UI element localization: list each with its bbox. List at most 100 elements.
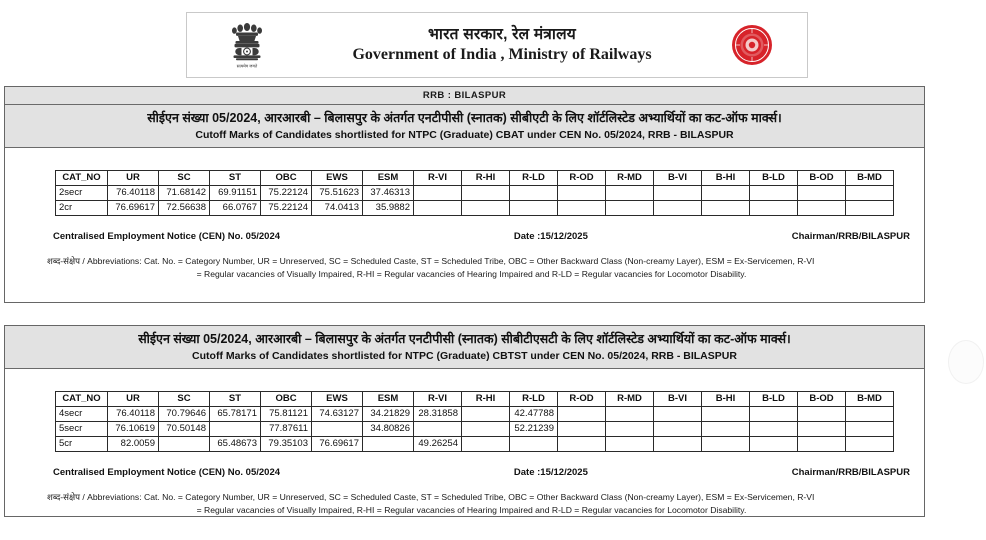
cell-value: 79.35103 (260, 435, 312, 452)
cell-value: 75.22124 (260, 184, 312, 201)
col-header: R-LD (509, 390, 558, 407)
col-header: OBC (260, 169, 312, 186)
col-header: R-VI (413, 390, 462, 407)
cell-value (845, 405, 894, 422)
cell-value (653, 435, 702, 452)
cell-value: 52.21239 (509, 420, 558, 437)
svg-text:सत्यमेव जयते: सत्यमेव जयते (237, 64, 258, 69)
cell-value (653, 184, 702, 201)
cell-value: 35.9882 (362, 199, 414, 216)
section-body-2: CAT_NO UR SC ST OBC EWS ESM R-VI R-HI R-… (5, 390, 924, 518)
cell-value (605, 405, 654, 422)
govt-title-block: भारत सरकार, रेल मंत्रालय Government of I… (307, 25, 697, 65)
rrb-band-1: RRB : BILASPUR (5, 87, 924, 105)
section-footer-1: Centralised Employment Notice (CEN) No. … (5, 231, 924, 242)
cell-value: 70.50148 (158, 420, 210, 437)
cell-value (557, 405, 606, 422)
col-header: UR (107, 169, 159, 186)
col-header: OBC (260, 390, 312, 407)
col-header: R-VI (413, 169, 462, 186)
india-state-emblem-icon: सत्यमेव जयते (232, 23, 262, 69)
col-header: CAT_NO (55, 390, 108, 407)
cell-value (701, 420, 750, 437)
cell-value (461, 199, 510, 216)
cutoff-table-2: CAT_NO UR SC ST OBC EWS ESM R-VI R-HI R-… (55, 390, 894, 452)
col-header: B-HI (701, 169, 750, 186)
section-title-hindi-2: सीईएन संख्या 05/2024, आरआरबी – बिलासपुर … (138, 332, 791, 346)
cen-label: Centralised Employment Notice (CEN) No. … (53, 466, 281, 478)
section-footer-2: Centralised Employment Notice (CEN) No. … (5, 467, 924, 478)
section-body-1: CAT_NO UR SC ST OBC EWS ESM R-VI R-HI R-… (5, 169, 924, 282)
col-header: B-VI (653, 169, 702, 186)
cell-value (605, 435, 654, 452)
table-row: 2secr 76.40118 71.68142 69.91151 75.2212… (55, 184, 894, 201)
table-row: 2cr 76.69617 72.56638 66.0767 75.22124 7… (55, 199, 894, 216)
col-header: EWS (311, 169, 363, 186)
cell-value (797, 184, 846, 201)
table-header-row: CAT_NO UR SC ST OBC EWS ESM R-VI R-HI R-… (55, 390, 894, 407)
cell-value: 70.79646 (158, 405, 210, 422)
cell-value (749, 199, 798, 216)
cell-catno: 5cr (55, 435, 108, 452)
col-header: B-VI (653, 390, 702, 407)
table-row: 5secr 76.10619 70.50148 77.87611 34.8082… (55, 420, 894, 437)
cell-value: 74.0413 (311, 199, 363, 216)
section-title-hindi-1: सीईएन संख्या 05/2024, आरआरबी – बिलासपुर … (147, 111, 782, 125)
cell-value (701, 199, 750, 216)
cell-value: 76.10619 (107, 420, 159, 437)
cell-value (158, 435, 210, 452)
cell-value (653, 420, 702, 437)
cell-value: 49.26254 (413, 435, 462, 452)
cell-value (461, 420, 510, 437)
cell-value: 28.31858 (413, 405, 462, 422)
govt-title-hindi: भारत सरकार, रेल मंत्रालय (428, 25, 576, 43)
cell-value: 75.51623 (311, 184, 363, 201)
col-header: R-OD (557, 390, 606, 407)
cell-catno: 2secr (55, 184, 108, 201)
cell-value: 76.69617 (107, 199, 159, 216)
section-title-band-1: सीईएन संख्या 05/2024, आरआरबी – बिलासपुर … (5, 105, 924, 148)
cell-value: 76.69617 (311, 435, 363, 452)
col-header: B-HI (701, 390, 750, 407)
col-header: R-LD (509, 169, 558, 186)
cell-value (557, 435, 606, 452)
table-header-row: CAT_NO UR SC ST OBC EWS ESM R-VI R-HI R-… (55, 169, 894, 186)
cbtst-cutoff-section: सीईएन संख्या 05/2024, आरआरबी – बिलासपुर … (4, 325, 925, 517)
cell-value (797, 420, 846, 437)
cell-value (701, 435, 750, 452)
cell-value (797, 199, 846, 216)
cell-catno: 2cr (55, 199, 108, 216)
cutoff-table-1: CAT_NO UR SC ST OBC EWS ESM R-VI R-HI R-… (55, 169, 894, 216)
cell-value (749, 405, 798, 422)
abbrev-line-2: = Regular vacancies of Visually Impaired… (196, 505, 747, 516)
cell-value (413, 184, 462, 201)
cell-value (701, 405, 750, 422)
cell-value (653, 199, 702, 216)
cell-value (209, 420, 261, 437)
col-header: B-LD (749, 169, 798, 186)
cell-catno: 5secr (55, 420, 108, 437)
cell-value (557, 420, 606, 437)
col-header: ESM (362, 390, 414, 407)
cell-value (557, 199, 606, 216)
cell-value (749, 420, 798, 437)
cell-value: 71.68142 (158, 184, 210, 201)
col-header: B-OD (797, 169, 846, 186)
cell-value: 34.80826 (362, 420, 414, 437)
cell-value: 69.91151 (209, 184, 261, 201)
cell-value (845, 199, 894, 216)
cell-value (311, 420, 363, 437)
col-header: B-LD (749, 390, 798, 407)
col-header: ST (209, 390, 261, 407)
emblem-container: सत्यमेव जयते (187, 18, 307, 72)
col-header: EWS (311, 390, 363, 407)
cell-value (701, 184, 750, 201)
col-header: CAT_NO (55, 169, 108, 186)
cell-value: 34.21829 (362, 405, 414, 422)
cell-value (749, 184, 798, 201)
cell-value (845, 420, 894, 437)
chairman-label: Chairman/RRB/BILASPUR (791, 466, 910, 478)
cell-value (605, 184, 654, 201)
page-edge-artifact (948, 340, 984, 384)
cell-value: 76.40118 (107, 405, 159, 422)
